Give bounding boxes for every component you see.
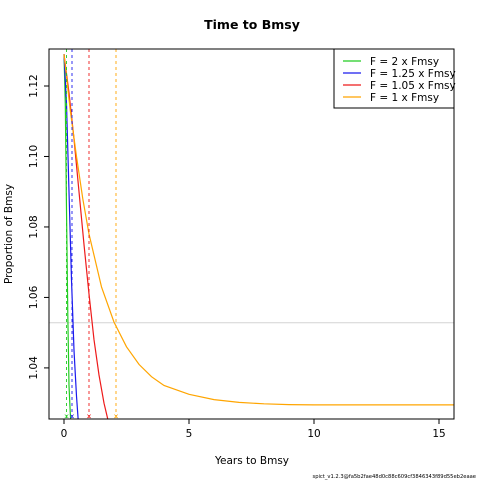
x-axis: 0 5 10 15	[61, 419, 446, 440]
time-marker-symbol-0: ×	[64, 413, 70, 421]
legend-label-1: F = 1.25 x Fmsy	[370, 68, 456, 80]
x-tick-label-3: 15	[432, 428, 445, 440]
footer-text: spict_v1.2.3@fa5b2fae48d0c88c609cf384634…	[313, 474, 477, 480]
series-line-0	[63, 54, 72, 419]
y-axis-label: Proportion of Bmsy	[3, 184, 15, 284]
x-tick-label-2: 10	[307, 428, 320, 440]
time-marker-symbol-2: ×	[86, 413, 92, 421]
time-marker-symbol-3: ×	[113, 413, 119, 421]
vertical-markers: × × × ×	[64, 49, 119, 421]
legend-label-0: F = 2 x Fmsy	[370, 56, 439, 68]
legend-label-2: F = 1.05 x Fmsy	[370, 80, 456, 92]
y-tick-label-3: 1.10	[28, 145, 40, 168]
x-tick-label-0: 0	[61, 428, 68, 440]
y-tick-label-4: 1.12	[28, 74, 40, 97]
time-marker-symbol-1: ×	[69, 413, 75, 421]
x-tick-label-1: 5	[186, 428, 193, 440]
plot-area: × × × ×	[48, 48, 455, 421]
x-axis-label: Years to Bmsy	[214, 455, 289, 467]
legend-label-3: F = 1 x Fmsy	[370, 92, 439, 104]
chart-title: Time to Bmsy	[204, 17, 300, 32]
y-tick-label-2: 1.08	[28, 215, 40, 238]
series-line-3	[63, 54, 454, 406]
plot-frame	[48, 48, 455, 420]
y-tick-label-1: 1.06	[28, 285, 40, 309]
legend-box	[333, 48, 455, 109]
y-axis: 1.04 1.06 1.08 1.10 1.12	[28, 74, 49, 380]
series-group	[63, 54, 454, 419]
y-tick-label-0: 1.04	[28, 356, 40, 380]
